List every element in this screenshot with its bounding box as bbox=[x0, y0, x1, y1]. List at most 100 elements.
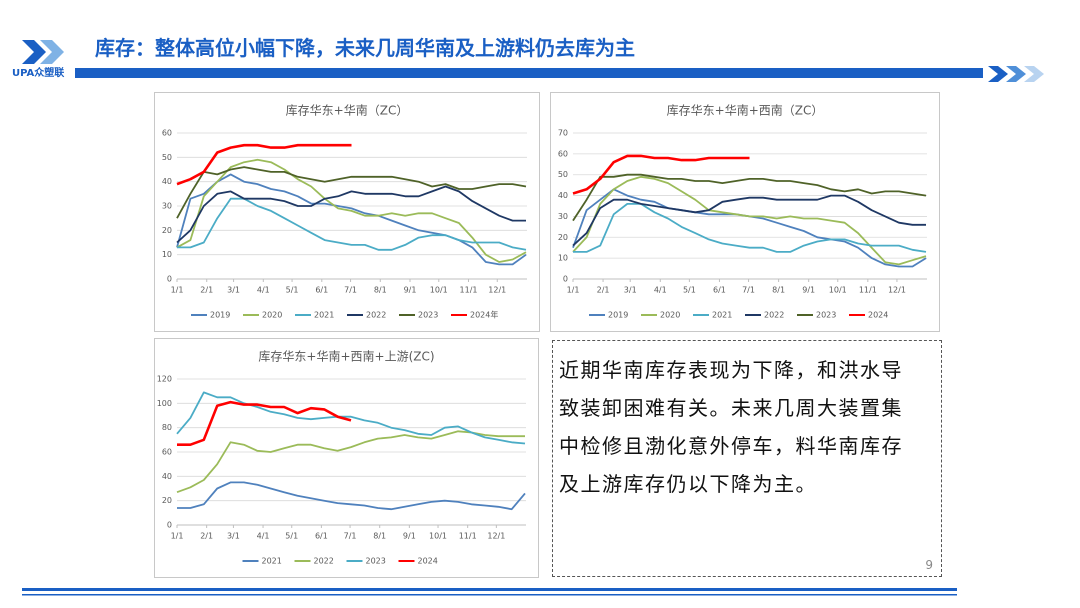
series-line bbox=[176, 391, 526, 445]
y-tick-label: 40 bbox=[162, 177, 172, 186]
series-line bbox=[572, 173, 927, 222]
legend-label: 2021 bbox=[262, 557, 282, 566]
legend-label: 2024 bbox=[868, 311, 888, 320]
y-tick-label: 80 bbox=[162, 423, 172, 432]
chart: 库存华东+华南（ZC） 0 10 20 30 40 50 60 1/1 2/1 3/1 4/1 5/1 6… bbox=[154, 92, 540, 332]
x-tick-label: 11/1 bbox=[459, 532, 477, 541]
chevron bbox=[988, 66, 1008, 82]
header-bar bbox=[75, 68, 983, 78]
legend-label: 2021 bbox=[712, 311, 732, 320]
slide-title: 库存：整体高位小幅下降，未来几周华南及上游料仍去库为主 bbox=[95, 36, 635, 60]
y-tick-label: 40 bbox=[162, 472, 172, 481]
legend-label: 2020 bbox=[262, 311, 282, 320]
series-line bbox=[572, 154, 750, 195]
x-tick-label: 5/1 bbox=[285, 532, 298, 541]
y-tick-label: 30 bbox=[558, 212, 568, 221]
legend-label: 2023 bbox=[816, 311, 836, 320]
x-tick-label: 9/1 bbox=[403, 532, 416, 541]
y-tick-label: 30 bbox=[162, 202, 172, 211]
x-tick-label: 2/1 bbox=[200, 532, 213, 541]
x-tick-label: 7/1 bbox=[742, 286, 755, 295]
x-tick-label: 5/1 bbox=[683, 286, 696, 295]
page-number: 9 bbox=[925, 558, 933, 572]
chevron bbox=[1006, 66, 1026, 82]
legend-label: 2024年 bbox=[470, 310, 498, 320]
x-tick-label: 6/1 bbox=[315, 532, 328, 541]
x-tick-label: 8/1 bbox=[373, 532, 386, 541]
series-line bbox=[176, 166, 527, 219]
logo-text: UPA众塑联 bbox=[12, 68, 65, 79]
y-tick-label: 0 bbox=[563, 275, 568, 284]
y-tick-label: 20 bbox=[162, 226, 172, 235]
x-tick-label: 12/1 bbox=[488, 286, 506, 295]
x-tick-label: 7/1 bbox=[344, 286, 357, 295]
note-line: 中检修且渤化意外停车，料华南库存 bbox=[559, 434, 903, 458]
y-tick-label: 60 bbox=[162, 129, 172, 138]
series-line bbox=[176, 158, 527, 263]
x-tick-label: 6/1 bbox=[713, 286, 726, 295]
legend-label: 2019 bbox=[210, 311, 230, 320]
x-tick-label: 10/1 bbox=[829, 286, 847, 295]
x-tick-label: 12/1 bbox=[888, 286, 906, 295]
x-tick-label: 10/1 bbox=[430, 286, 448, 295]
y-tick-label: 0 bbox=[167, 275, 172, 284]
note-box: 近期华南库存表现为下降，和洪水导 致装卸困难有关。未来几周大装置集 中检修且渤化… bbox=[552, 340, 942, 577]
series-line bbox=[177, 481, 526, 511]
x-tick-label: 2/1 bbox=[597, 286, 610, 295]
y-tick-label: 10 bbox=[558, 254, 568, 263]
logo-mark bbox=[22, 40, 46, 64]
y-tick-label: 20 bbox=[558, 233, 568, 242]
legend-label: 2022 bbox=[764, 311, 784, 320]
chart-title: 库存华东+华南+西南（ZC） bbox=[667, 103, 824, 118]
x-tick-label: 4/1 bbox=[257, 532, 270, 541]
x-tick-label: 6/1 bbox=[315, 286, 328, 295]
logo-mark bbox=[40, 40, 64, 64]
x-tick-label: 1/1 bbox=[567, 286, 580, 295]
note-line: 近期华南库存表现为下降，和洪水导 bbox=[559, 358, 903, 382]
y-tick-label: 120 bbox=[157, 375, 172, 384]
y-tick-label: 60 bbox=[162, 448, 172, 457]
x-tick-label: 3/1 bbox=[227, 286, 240, 295]
legend-label: 2020 bbox=[660, 311, 680, 320]
y-tick-label: 40 bbox=[558, 191, 568, 200]
series-line bbox=[176, 143, 352, 186]
chart: 库存华东+华南+西南（ZC） 0 10 20 30 40 50 60 70 1/1 2/1 3/1 4/… bbox=[550, 92, 940, 332]
legend-label: 2022 bbox=[314, 557, 334, 566]
series-line bbox=[176, 430, 525, 494]
series-line bbox=[176, 185, 526, 244]
chart-title: 库存华东+华南+西南+上游(ZC) bbox=[258, 349, 434, 364]
x-tick-label: 1/1 bbox=[171, 532, 184, 541]
series-line bbox=[177, 400, 352, 446]
legend-label: 2021 bbox=[314, 311, 334, 320]
y-tick-label: 70 bbox=[558, 129, 568, 138]
note-line: 及上游库存仍以下降为主。 bbox=[559, 472, 817, 496]
x-tick-label: 12/1 bbox=[487, 532, 505, 541]
series-line bbox=[573, 203, 927, 253]
legend-label: 2019 bbox=[608, 311, 628, 320]
y-tick-label: 0 bbox=[167, 521, 172, 530]
x-tick-label: 10/1 bbox=[429, 532, 447, 541]
series-line bbox=[572, 175, 927, 266]
x-tick-label: 3/1 bbox=[227, 532, 240, 541]
y-tick-label: 100 bbox=[157, 399, 172, 408]
footer-line bbox=[22, 594, 957, 596]
x-tick-label: 11/1 bbox=[859, 286, 877, 295]
footer-line bbox=[22, 588, 957, 591]
x-tick-label: 11/1 bbox=[460, 286, 478, 295]
chevron bbox=[1024, 66, 1044, 82]
y-tick-label: 10 bbox=[162, 250, 172, 259]
x-tick-label: 9/1 bbox=[404, 286, 417, 295]
x-tick-label: 8/1 bbox=[772, 286, 785, 295]
x-tick-label: 8/1 bbox=[374, 286, 387, 295]
series-line bbox=[177, 197, 527, 251]
x-tick-label: 3/1 bbox=[624, 286, 637, 295]
chart: 库存华东+华南+西南+上游(ZC) 0 20 40 60 80 100 120 1/1 2/1 3/… bbox=[154, 338, 539, 578]
note-line: 致装卸困难有关。未来几周大装置集 bbox=[559, 396, 903, 420]
y-tick-label: 50 bbox=[558, 170, 568, 179]
x-tick-label: 9/1 bbox=[802, 286, 815, 295]
chart-title: 库存华东+华南（ZC） bbox=[286, 103, 409, 118]
x-tick-label: 1/1 bbox=[171, 286, 184, 295]
legend-label: 2023 bbox=[366, 557, 386, 566]
